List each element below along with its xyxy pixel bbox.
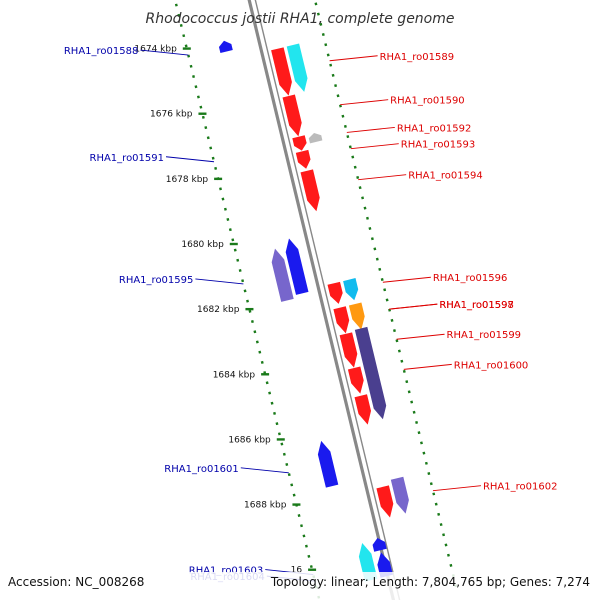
gene-feature[interactable] [348, 302, 365, 330]
gene-leader-line [358, 174, 407, 181]
gene-leader-line [350, 143, 399, 150]
gene-leader-line [165, 156, 215, 163]
gene-feature[interactable] [292, 135, 307, 151]
accession-text: Accession: NC_008268 [8, 575, 144, 589]
kbp-tick-label: 1674 kbp [134, 45, 177, 55]
kbp-tick-label: 1678 kbp [166, 175, 209, 185]
gene-leader-line [382, 276, 431, 283]
backbone-line [247, 0, 396, 600]
right-guide-line [313, 0, 458, 588]
backbone-shadow-line [254, 0, 401, 600]
genes-layer [218, 40, 409, 582]
gene-feature[interactable] [218, 40, 233, 53]
gene-feature[interactable] [372, 537, 387, 552]
map-title: Rhodococcus jostii RHA1, complete genome [145, 11, 454, 27]
kbp-tick-label: 1684 kbp [213, 370, 256, 380]
gene-leader-line [240, 467, 289, 474]
gene-label[interactable]: RHA1_ro01592 [397, 123, 472, 134]
gene-feature[interactable] [390, 476, 409, 514]
gene-feature[interactable] [347, 366, 364, 394]
gene-feature[interactable] [354, 394, 372, 425]
genome-tracks [173, 0, 458, 600]
gene-label[interactable]: RHA1_ro01603 [189, 566, 264, 577]
gene-feature[interactable] [285, 238, 309, 295]
gene-label[interactable]: RHA1_ro01602 [483, 482, 558, 493]
gene-label[interactable]: RHA1_ro01588 [64, 46, 139, 57]
gene-feature[interactable] [271, 47, 292, 96]
gene-label[interactable]: RHA1_ro01601 [164, 464, 239, 475]
gene-label[interactable]: RHA1_ro01591 [90, 153, 165, 164]
gene-feature[interactable] [354, 326, 387, 420]
gene-feature[interactable] [343, 278, 359, 301]
kbp-tick-label: 1680 kbp [181, 240, 224, 250]
gene-feature[interactable] [308, 132, 323, 144]
gene-leader-line [195, 278, 244, 285]
left-guide-line [173, 0, 321, 600]
gene-feature[interactable] [271, 248, 294, 302]
gene-feature[interactable] [300, 169, 320, 212]
genome-info-text: Topology: linear; Length: 7,804,765 bp; … [270, 575, 590, 589]
labels-layer: 1674 kbp 1676 kbp 1678 kbp 1680 kbp 1682 kbp… [64, 45, 558, 584]
gene-leader-line [329, 55, 378, 62]
kbp-tick-label: 1688 kbp [244, 501, 287, 511]
gene-label[interactable]: RHA1_ro01594 [408, 171, 483, 182]
gene-label[interactable]: RHA1_ro01599 [447, 330, 521, 341]
gene-leader-line [140, 49, 189, 56]
gene-label[interactable]: RHA1_ro01590 [390, 96, 465, 107]
gene-feature[interactable] [286, 43, 308, 92]
gene-leader-line [396, 333, 445, 340]
kbp-tick-label: 16 [291, 566, 303, 576]
gene-label[interactable]: RHA1_ro01595 [119, 275, 194, 286]
kbp-tick-label: 1676 kbp [150, 110, 193, 120]
gene-leader-line [432, 485, 482, 492]
footer-background [0, 572, 600, 600]
gene-label[interactable]: RHA1_ro01600 [454, 360, 529, 371]
gene-leader-line [389, 303, 438, 310]
gene-label[interactable]: RHA1_ro01589 [380, 52, 455, 63]
gene-leader-line [403, 363, 452, 370]
kbp-tick-label: 1682 kbp [197, 305, 240, 315]
kbp-tick-label: 1686 kbp [228, 435, 271, 445]
gene-feature[interactable] [327, 281, 343, 304]
gene-feature[interactable] [333, 306, 350, 334]
gene-feature[interactable] [282, 94, 302, 137]
gene-leader-line [340, 99, 389, 106]
gene-feature[interactable] [376, 485, 394, 518]
gene-label[interactable]: RHA1_ro01596 [433, 273, 508, 284]
gene-feature[interactable] [317, 440, 339, 488]
gene-feature[interactable] [295, 149, 311, 169]
gene-feature[interactable] [339, 332, 358, 368]
gene-label[interactable]: RHA1_ro01593 [401, 140, 476, 151]
gene-leader-line [346, 126, 395, 133]
gene-label[interactable]: RHA1_ro01598 [439, 300, 513, 311]
gene-label[interactable]: RHA1_ro01597 [439, 300, 513, 311]
